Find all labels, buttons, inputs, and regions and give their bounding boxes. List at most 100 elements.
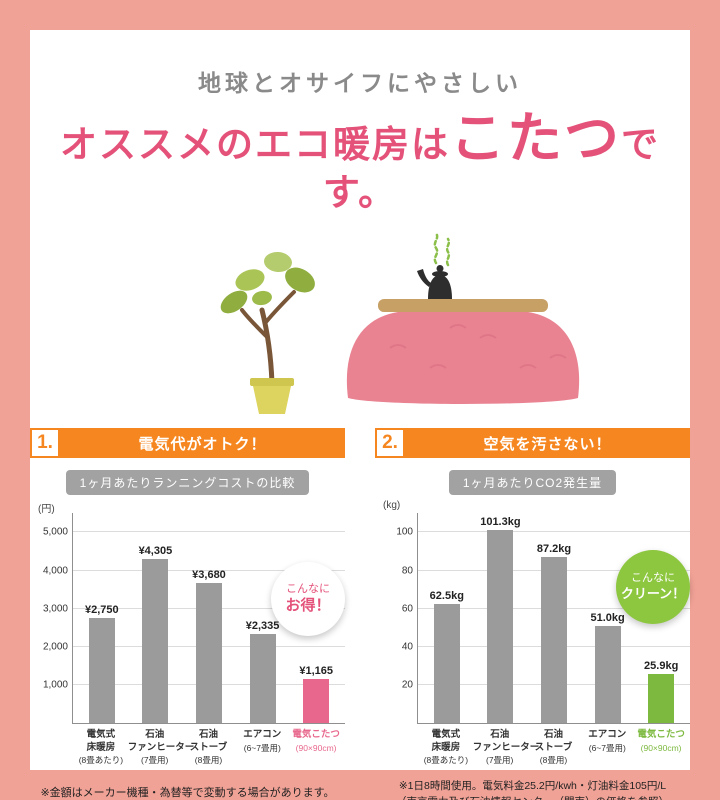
teapot-icon: [417, 265, 452, 300]
category-label: 石油 ストーブ (8畳用): [189, 729, 228, 766]
bar-column: 101.3kg: [474, 513, 528, 724]
chart2-y-unit: (kg): [383, 500, 401, 512]
bar: [433, 604, 460, 724]
bar-column: ¥2,750: [75, 513, 129, 724]
page-title: オススメのエコ暖房はこたつです。: [30, 106, 690, 216]
category-label: 電気式 床暖房 (8畳あたり): [78, 729, 124, 766]
bar: [249, 634, 276, 724]
bar: [540, 556, 567, 724]
bar-value-label: 62.5kg: [429, 590, 464, 603]
bar-column: 87.2kg: [527, 513, 581, 724]
bar-value-label: ¥4,305: [138, 545, 173, 558]
title-subheading: 地球とオサイフにやさしい: [198, 70, 522, 96]
plant-pot-rim: [250, 378, 294, 387]
bar: [88, 618, 115, 724]
section1-label: 電気代がオトク！: [138, 435, 267, 453]
plot-area: 62.5kg 101.3kg 87.2kg 51.0kg 25.9kg 20 40 60 80…: [396, 513, 690, 725]
bar: [195, 582, 222, 724]
bar: [142, 559, 169, 724]
section-co2: 2. 空気を汚さない！ 1ヶ月あたりCO2発生量 (kg) 62.5kg 101.…: [375, 428, 690, 800]
bar-column: ¥1,165: [289, 513, 343, 724]
category-label: エアコン (6~7畳用): [588, 729, 627, 753]
title-pre: オススメのエコ暖房は: [59, 125, 450, 166]
bar-value-label: ¥2,750: [84, 604, 119, 617]
y-tick-label: 20: [401, 679, 413, 691]
bar-column: 25.9kg: [634, 513, 688, 724]
kotatsu-icon: [346, 232, 580, 405]
bar-value-label: 87.2kg: [536, 542, 572, 555]
badge-line1: こんなに: [631, 572, 675, 585]
category-label: 電気式 床暖房 (8畳あたり): [423, 729, 469, 766]
gridline: [73, 569, 345, 571]
co2-footnote-line1: ※1日8時間使用。電気料金25.2円/kwh・灯油料金105円/L: [398, 780, 667, 793]
y-tick-label: 1,000: [42, 679, 68, 691]
category-labels: 電気式 床暖房 (8畳あたり) 石油 ファンヒーター (7畳用) 石油 ストーブ (8畳用) エア…: [417, 724, 690, 766]
co2-footnote-line2: （東京電力及び石油情報センター（関東）の価格を参照）: [375, 794, 690, 800]
gridline: [418, 531, 690, 533]
bar: [648, 673, 675, 724]
y-tick-label: 40: [401, 641, 413, 653]
bar-column: ¥3,680: [182, 513, 236, 724]
bar-column: ¥4,305: [129, 513, 183, 724]
section-cost: 1. 電気代がオトク！ 1ヶ月あたりランニングコストの比較 (円) ¥2,750…: [30, 428, 345, 800]
bar-value-label: 25.9kg: [644, 659, 679, 672]
clean-badge: こんなに クリーン！: [616, 550, 690, 625]
bar-column: 62.5kg: [420, 513, 474, 724]
bar-value-label: ¥2,335: [245, 620, 280, 633]
bar: [303, 678, 330, 724]
category-label: 石油 ファンヒーター (7畳用): [127, 729, 195, 766]
y-tick-label: 5,000: [42, 526, 68, 538]
kotatsu-futon: [346, 312, 580, 405]
y-tick-label: 2,000: [42, 641, 68, 653]
bar-column: ¥2,335: [236, 513, 290, 724]
bar-column: 51.0kg: [581, 513, 635, 724]
section2-banner: 2. 空気を汚さない！: [375, 428, 690, 459]
category-label: 石油 ファンヒーター (7畳用): [472, 729, 540, 766]
y-tick-label: 60: [401, 603, 413, 615]
badge-line1: こんなに: [286, 583, 330, 596]
y-tick-label: 3,000: [42, 603, 68, 615]
bar: [594, 626, 621, 724]
y-tick-label: 80: [401, 565, 413, 577]
category-label: 電気こたつ (90×90cm): [292, 729, 340, 753]
y-tick-label: 100: [396, 526, 413, 538]
y-tick-label: 4,000: [42, 565, 68, 577]
chart1-y-unit: (円): [38, 504, 55, 516]
category-label: 石油 ストーブ (8畳用): [534, 729, 573, 766]
chart1-plot-wrap: (円) ¥2,750 ¥4,305 ¥3,680 ¥2,335 ¥1,165 1,000…: [30, 504, 345, 766]
chart2-plot-wrap: (kg) 62.5kg 101.3kg 87.2kg 51.0kg 25.9kg 20 4…: [375, 500, 690, 766]
badge-line2: クリーン！: [620, 586, 686, 602]
category-label: エアコン (6~7畳用): [243, 729, 282, 753]
bar: [487, 530, 514, 724]
content-panel: 地球とオサイフにやさしい オススメのエコ暖房はこたつです。: [30, 30, 690, 800]
section2-number: 2.: [375, 428, 405, 459]
bar-value-label: ¥1,165: [299, 664, 333, 677]
chart1-title: 1ヶ月あたりランニングコストの比較: [65, 470, 310, 496]
co2-chart: 1ヶ月あたりCO2発生量 (kg) 62.5kg 101.3kg 87.2kg 51.…: [375, 470, 690, 766]
header: 地球とオサイフにやさしい オススメのエコ暖房はこたつです。: [30, 30, 690, 216]
bars: 62.5kg 101.3kg 87.2kg 51.0kg 25.9kg: [418, 513, 690, 724]
plant-pot: [253, 386, 291, 415]
bar-value-label: 101.3kg: [480, 516, 521, 528]
plant-icon: [220, 252, 315, 415]
savings-badge: こんなに お得！: [271, 562, 345, 637]
gridline: [73, 531, 345, 533]
co2-footnote: ※1日8時間使用。電気料金25.2円/kwh・灯油料金105円/L （東京電力及…: [375, 778, 690, 800]
category-label: 電気こたつ (90×90cm): [637, 729, 685, 753]
title-highlight: こたつ: [449, 108, 621, 169]
title-post: です。: [322, 125, 660, 214]
bar-value-label: 51.0kg: [590, 612, 625, 625]
futon-texture: [389, 324, 567, 370]
section2-label: 空気を汚さない！: [483, 435, 612, 453]
steam-icon: [433, 232, 451, 267]
bar-value-label: ¥3,680: [192, 568, 226, 581]
kotatsu-tabletop: [378, 299, 548, 313]
kotatsu-plant-illustration: [220, 232, 580, 415]
section1-number: 1.: [30, 428, 60, 459]
section1-banner: 1. 電気代がオトク！: [30, 428, 345, 459]
badge-line2: お得！: [285, 596, 331, 614]
plot-area: ¥2,750 ¥4,305 ¥3,680 ¥2,335 ¥1,165 1,000 2,00…: [43, 513, 345, 725]
category-labels: 電気式 床暖房 (8畳あたり) 石油 ファンヒーター (7畳用) 石油 ストーブ (8畳用) エア…: [72, 724, 345, 766]
kotatsu-illustration: [30, 218, 690, 415]
